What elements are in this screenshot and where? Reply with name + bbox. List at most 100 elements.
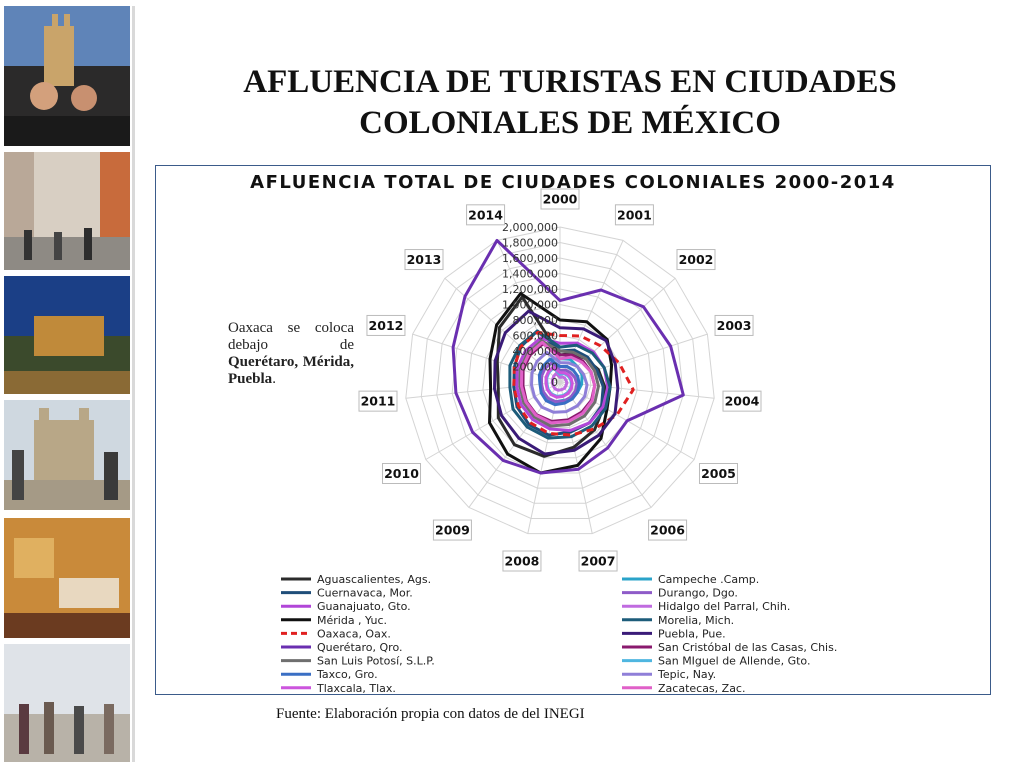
year-label-box bbox=[366, 314, 406, 336]
legend-label: Durango, Dgo. bbox=[658, 587, 738, 600]
year-label-box bbox=[382, 463, 422, 484]
year-label: 2012 bbox=[369, 318, 404, 333]
year-label-box bbox=[432, 519, 472, 541]
slide-title: AFLUENCIA DE TURISTAS EN CIUDADES COLONI… bbox=[190, 62, 950, 144]
grid-spoke bbox=[559, 277, 676, 383]
title-line-2: COLONIALES DE MÉXICO bbox=[359, 105, 781, 141]
legend-label: Taxco, Gro. bbox=[316, 668, 378, 681]
year-label-box bbox=[698, 463, 738, 484]
legend-label: Hidalgo del Parral, Chih. bbox=[658, 600, 790, 613]
year-label-box bbox=[358, 390, 398, 412]
grid-ring bbox=[405, 226, 715, 535]
tick-label: 1,600,000 bbox=[502, 252, 558, 265]
photo-street bbox=[4, 152, 130, 270]
grid-ring bbox=[466, 288, 654, 474]
year-label-box bbox=[540, 188, 580, 210]
tick-label: 1,400,000 bbox=[502, 268, 558, 281]
year-label: 2014 bbox=[468, 207, 503, 222]
year-label: 2009 bbox=[435, 523, 470, 538]
series-line bbox=[518, 339, 600, 428]
year-label-box bbox=[722, 390, 762, 412]
photo-hotel-room bbox=[4, 518, 130, 638]
year-label: 2001 bbox=[617, 207, 652, 222]
legend-label: San MIguel de Allende, Gto. bbox=[658, 655, 810, 668]
year-label: 2000 bbox=[543, 192, 578, 207]
year-label-box bbox=[466, 204, 506, 226]
tick-label: 2,000,000 bbox=[502, 221, 558, 234]
year-label: 2007 bbox=[581, 554, 616, 569]
year-label: 2008 bbox=[505, 554, 540, 569]
tick-label: 0 bbox=[551, 376, 558, 389]
year-label: 2005 bbox=[701, 466, 736, 481]
title-line-1: AFLUENCIA DE TURISTAS EN CIUDADES bbox=[243, 64, 897, 100]
photo-church bbox=[4, 400, 130, 510]
series-line bbox=[493, 309, 620, 456]
grid-ring bbox=[451, 272, 669, 489]
series-line bbox=[537, 357, 581, 407]
tick-label: 600,000 bbox=[513, 330, 559, 343]
legend-label: San Cristóbal de las Casas, Chis. bbox=[658, 641, 837, 654]
note-bold: Querétaro, Mérida, Puebla bbox=[228, 354, 354, 387]
year-label: 2004 bbox=[725, 394, 760, 409]
tick-label: 400,000 bbox=[513, 345, 559, 358]
grid-spoke bbox=[527, 381, 561, 534]
legend-label: Cuernavaca, Mor. bbox=[317, 587, 413, 600]
legend-label: Aguascalientes, Ags. bbox=[317, 573, 431, 586]
grid-spoke bbox=[412, 333, 561, 383]
grid-spoke bbox=[405, 381, 561, 399]
year-label: 2006 bbox=[650, 523, 685, 538]
legend-label: Tlaxcala, Tlax. bbox=[316, 682, 396, 695]
series-line bbox=[530, 350, 589, 414]
series-line bbox=[550, 372, 569, 392]
legend-label: Querétaro, Qro. bbox=[317, 641, 402, 654]
year-label: 2010 bbox=[384, 466, 419, 481]
year-label-box bbox=[614, 204, 654, 226]
year-label: 2011 bbox=[361, 394, 396, 409]
tick-label: 200,000 bbox=[513, 361, 559, 374]
grid-ring bbox=[420, 241, 700, 519]
year-label: 2002 bbox=[679, 252, 714, 267]
year-label: 2013 bbox=[407, 252, 442, 267]
legend-label: Morelia, Mich. bbox=[658, 614, 734, 627]
chart-note: Oaxaca se coloca debajo de Querétaro, Mé… bbox=[228, 320, 354, 388]
series-line bbox=[540, 361, 579, 404]
tick-label: 1,200,000 bbox=[502, 283, 558, 296]
tick-label: 800,000 bbox=[513, 314, 559, 327]
series-line bbox=[544, 365, 574, 399]
legend-label: Zacatecas, Zac. bbox=[658, 682, 745, 695]
legend-label: Mérida , Yuc. bbox=[317, 614, 387, 627]
legend-label: Guanajuato, Gto. bbox=[317, 600, 411, 613]
tick-label: 1,800,000 bbox=[502, 237, 558, 250]
year-label-box bbox=[404, 249, 444, 271]
photo-tourists bbox=[4, 644, 130, 762]
year-label-box bbox=[714, 314, 754, 336]
note-end: . bbox=[272, 371, 276, 387]
legend-label: San Luis Potosí, S.L.P. bbox=[317, 655, 435, 668]
chart-title: AFLUENCIA TOTAL DE CIUDADES COLONIALES 2… bbox=[250, 172, 896, 193]
year-label: 2003 bbox=[717, 318, 752, 333]
tick-label: 1,000,000 bbox=[502, 299, 558, 312]
grid-spoke bbox=[559, 381, 652, 508]
grid-spoke bbox=[425, 381, 561, 460]
legend-label: Oaxaca, Oax. bbox=[317, 627, 391, 640]
grid-spoke bbox=[559, 381, 593, 534]
grid-ring bbox=[436, 257, 684, 504]
legend-label: Tepic, Nay. bbox=[657, 668, 716, 681]
source-note: Fuente: Elaboración propia con datos de … bbox=[276, 706, 585, 722]
legend-label: Campeche .Camp. bbox=[658, 573, 759, 586]
year-label-box bbox=[502, 550, 542, 572]
grid-ring bbox=[497, 319, 623, 444]
legend-label: Puebla, Pue. bbox=[658, 627, 726, 640]
note-text: Oaxaca se coloca debajo de bbox=[228, 320, 354, 353]
series-line bbox=[520, 340, 597, 425]
sidebar-divider bbox=[132, 6, 135, 762]
series-line bbox=[512, 330, 635, 437]
photo-strip bbox=[0, 0, 134, 768]
year-label-box bbox=[676, 249, 716, 271]
photo-night-plaza bbox=[4, 276, 130, 394]
year-label-box bbox=[578, 550, 618, 572]
series-line bbox=[451, 238, 685, 475]
photo-cathedral-pool bbox=[4, 6, 130, 146]
year-label-box bbox=[648, 519, 688, 541]
